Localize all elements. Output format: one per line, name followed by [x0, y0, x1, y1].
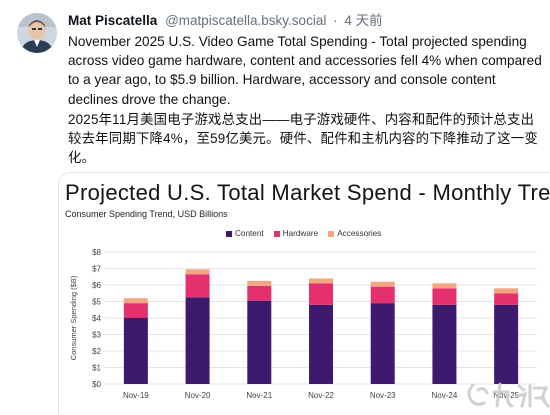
post-header: Mat Piscatella @matpiscatella.bsky.socia… [68, 12, 538, 30]
y-tick-label: $8 [92, 248, 101, 257]
x-tick-label: Nov-21 [246, 391, 272, 400]
y-tick-label: $7 [92, 265, 101, 274]
bar-accessories [185, 269, 210, 275]
y-axis-label: Consumer Spending ($B) [69, 275, 78, 360]
bar-hardware [185, 274, 210, 298]
x-tick-label: Nov-23 [370, 391, 396, 400]
y-tick-label: $1 [92, 364, 101, 373]
author-avatar[interactable] [17, 13, 57, 53]
chart-plot: $0 $1 $2 $3 $4 $5 $6 $7 $8 Consumer Spending ($B)… [69, 248, 537, 400]
y-tick-label: $4 [92, 314, 101, 323]
x-tick-label: Nov-19 [123, 391, 149, 400]
x-tick-label: Nov-24 [432, 391, 458, 400]
separator-dot: · [333, 13, 338, 28]
legend-item-accessories: Accessories [328, 228, 381, 240]
legend-swatch-hardware [273, 231, 280, 237]
legend-swatch-accessories [328, 231, 335, 237]
bar-content [185, 297, 210, 384]
bar-hardware [432, 288, 457, 305]
post-timestamp[interactable]: 4 天前 [344, 13, 383, 28]
y-tick-label: $3 [92, 331, 101, 340]
chart-legend: Content Hardware Accessories [226, 228, 381, 240]
bar-hardware [123, 303, 148, 318]
watermark-logo [467, 382, 550, 408]
bar-content [309, 304, 333, 384]
legend-label-hardware: Hardware [282, 229, 319, 238]
bar-hardware [370, 286, 395, 304]
x-tick-label: Nov-22 [308, 391, 334, 400]
chart-subtitle: Consumer Spending Trend, USD Billions [65, 209, 228, 219]
y-tick-label: $6 [92, 281, 101, 290]
bar-accessories [309, 278, 333, 284]
author-name[interactable]: Mat Piscatella [68, 13, 158, 28]
bar-hardware [247, 285, 272, 301]
chart-image-card[interactable]: Projected U.S. Total Market Spend - Mont… [58, 172, 550, 415]
bar-hardware [494, 293, 519, 305]
author-handle[interactable]: @matpiscatella.bsky.social [165, 13, 327, 28]
y-tick-label: $2 [92, 347, 101, 356]
legend-item-content: Content [226, 228, 264, 240]
bar-accessories [432, 283, 457, 289]
post-text: November 2025 U.S. Video Game Total Spen… [68, 34, 542, 107]
legend-item-hardware: Hardware [273, 228, 319, 240]
legend-label-accessories: Accessories [337, 229, 382, 238]
y-tick-label: $5 [92, 298, 101, 307]
bar-accessories [494, 288, 519, 294]
legend-label-content: Content [235, 229, 264, 238]
post-translation: 2025年11月美国电子游戏总支出——电子游戏硬件、内容和配件的预计总支出较去年… [68, 112, 538, 165]
bar-accessories [370, 281, 395, 287]
bar-content [432, 304, 457, 384]
chart-title: Projected U.S. Total Market Spend - Mont… [65, 180, 550, 205]
y-tick-label: $0 [92, 380, 101, 389]
bar-content [494, 304, 519, 384]
legend-swatch-content [226, 231, 232, 237]
bar-accessories [247, 280, 272, 286]
x-tick-label: Nov-20 [185, 391, 211, 400]
bar-hardware [309, 283, 333, 305]
bar-content [123, 318, 148, 384]
bar-content [370, 303, 395, 384]
bar-content [247, 300, 272, 384]
bar-accessories [123, 298, 148, 304]
